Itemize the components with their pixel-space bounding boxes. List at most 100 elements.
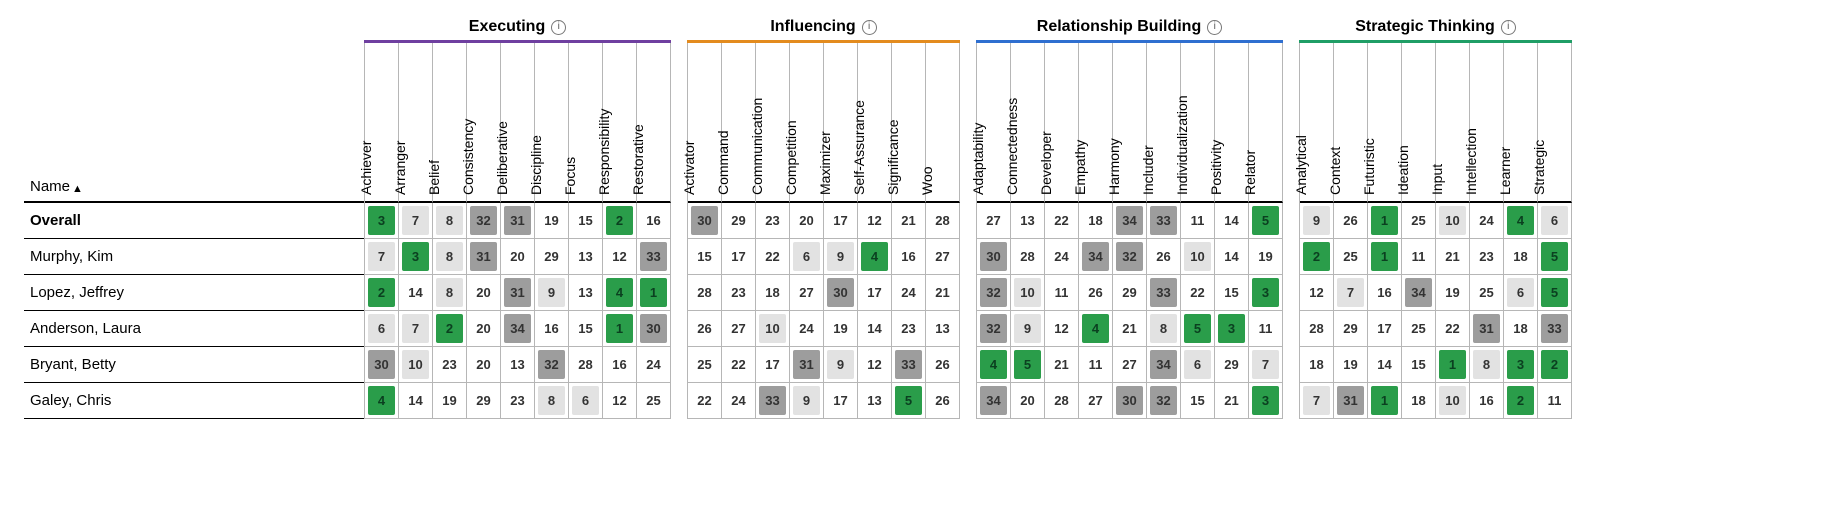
theme-label: Strategic xyxy=(1531,140,1547,195)
value-cell: 16 xyxy=(603,347,637,383)
value-cell: 1 xyxy=(1368,383,1402,419)
value-cell-inner: 27 xyxy=(929,242,956,271)
value-cell-inner: 10 xyxy=(1014,278,1041,307)
value-cell-inner: 34 xyxy=(1082,242,1109,271)
value-cell: 14 xyxy=(1215,239,1249,275)
value-cell-inner: 18 xyxy=(759,278,786,307)
value-cell: 16 xyxy=(892,239,926,275)
theme-label: Restorative xyxy=(630,124,646,195)
value-cell: 5 xyxy=(1011,347,1045,383)
value-cell: 16 xyxy=(1470,383,1504,419)
value-cell-inner: 24 xyxy=(793,314,820,343)
value-cell-inner: 15 xyxy=(572,314,599,343)
value-cell: 3 xyxy=(1504,347,1538,383)
value-cell-inner: 19 xyxy=(1337,350,1364,379)
value-cell-inner: 15 xyxy=(1184,386,1211,415)
value-cell: 34 xyxy=(1402,275,1436,311)
value-cell-inner: 3 xyxy=(1252,386,1279,415)
value-cell: 6 xyxy=(1538,203,1572,239)
info-icon[interactable]: i xyxy=(551,20,566,35)
theme-label: Competition xyxy=(783,120,799,195)
value-cell-inner: 3 xyxy=(1507,350,1534,379)
value-cell: 31 xyxy=(790,347,824,383)
value-cell: 8 xyxy=(535,383,569,419)
value-cell: 31 xyxy=(501,275,535,311)
value-cell: 15 xyxy=(569,311,603,347)
value-cell: 8 xyxy=(1470,347,1504,383)
value-cell: 8 xyxy=(433,203,467,239)
theme-label: Arranger xyxy=(392,141,408,195)
value-cell-inner: 12 xyxy=(606,242,633,271)
theme-label: Empathy xyxy=(1072,140,1088,195)
value-cell: 5 xyxy=(1249,203,1283,239)
value-cell: 7 xyxy=(365,239,399,275)
value-cell: 29 xyxy=(1113,275,1147,311)
value-cell-inner: 20 xyxy=(470,278,497,307)
value-cell: 27 xyxy=(926,239,960,275)
value-cell: 1 xyxy=(1368,239,1402,275)
value-cell-inner: 14 xyxy=(1218,242,1245,271)
value-cell: 23 xyxy=(892,311,926,347)
value-cell: 11 xyxy=(1538,383,1572,419)
theme-label: Learner xyxy=(1497,147,1513,195)
value-cell: 34 xyxy=(1079,239,1113,275)
value-cell: 2 xyxy=(1538,347,1572,383)
value-cell-inner: 28 xyxy=(572,350,599,379)
value-cell: 30 xyxy=(824,275,858,311)
value-cell: 14 xyxy=(399,383,433,419)
value-cell: 24 xyxy=(892,275,926,311)
value-cell: 17 xyxy=(1368,311,1402,347)
row-name: Bryant, Betty xyxy=(24,347,364,383)
value-cell-inner: 5 xyxy=(1541,278,1568,307)
value-cell-inner: 29 xyxy=(538,242,565,271)
theme-label: Self-Assurance xyxy=(851,100,867,195)
value-cell: 18 xyxy=(1504,311,1538,347)
value-cell-inner: 9 xyxy=(538,278,565,307)
value-cell-inner: 23 xyxy=(436,350,463,379)
value-cell: 34 xyxy=(1113,203,1147,239)
value-cell-inner: 4 xyxy=(606,278,633,307)
value-cell: 31 xyxy=(467,239,501,275)
value-cell-inner: 8 xyxy=(1473,350,1500,379)
value-cell: 30 xyxy=(365,347,399,383)
value-cell: 2 xyxy=(603,203,637,239)
value-cell-inner: 22 xyxy=(1184,278,1211,307)
value-cell-inner: 4 xyxy=(368,386,395,415)
theme-label: Achiever xyxy=(358,141,374,195)
value-cell: 32 xyxy=(977,311,1011,347)
value-cell-inner: 20 xyxy=(504,242,531,271)
theme-label: Harmony xyxy=(1106,138,1122,195)
value-cell-inner: 4 xyxy=(1507,206,1534,235)
value-cell-inner: 22 xyxy=(759,242,786,271)
value-cell-inner: 27 xyxy=(793,278,820,307)
value-cell-inner: 19 xyxy=(827,314,854,343)
info-icon[interactable]: i xyxy=(862,20,877,35)
value-cell: 24 xyxy=(637,347,671,383)
value-cell: 23 xyxy=(433,347,467,383)
theme-header: Woo xyxy=(926,43,960,203)
value-cell-inner: 23 xyxy=(725,278,752,307)
value-cell-inner: 17 xyxy=(725,242,752,271)
value-cell-inner: 32 xyxy=(538,350,565,379)
value-cell: 19 xyxy=(433,383,467,419)
theme-header: Restorative xyxy=(637,43,671,203)
theme-label: Includer xyxy=(1140,145,1156,195)
value-cell: 33 xyxy=(1147,275,1181,311)
info-icon[interactable]: i xyxy=(1207,20,1222,35)
value-cell-inner: 31 xyxy=(1473,314,1500,343)
value-cell: 24 xyxy=(1045,239,1079,275)
name-column-header[interactable]: Name ▲ xyxy=(24,14,364,203)
value-cell: 31 xyxy=(1334,383,1368,419)
row-names: OverallMurphy, KimLopez, JeffreyAnderson… xyxy=(24,203,364,419)
value-cell-inner: 16 xyxy=(606,350,633,379)
value-cell: 9 xyxy=(1300,203,1334,239)
value-cell: 10 xyxy=(1181,239,1215,275)
value-cell: 33 xyxy=(637,239,671,275)
theme-label: Maximizer xyxy=(817,131,833,195)
value-cell: 17 xyxy=(824,383,858,419)
value-cell: 27 xyxy=(977,203,1011,239)
info-icon[interactable]: i xyxy=(1501,20,1516,35)
value-cell: 3 xyxy=(1249,383,1283,419)
value-cell: 29 xyxy=(535,239,569,275)
value-cell-inner: 28 xyxy=(929,206,956,235)
